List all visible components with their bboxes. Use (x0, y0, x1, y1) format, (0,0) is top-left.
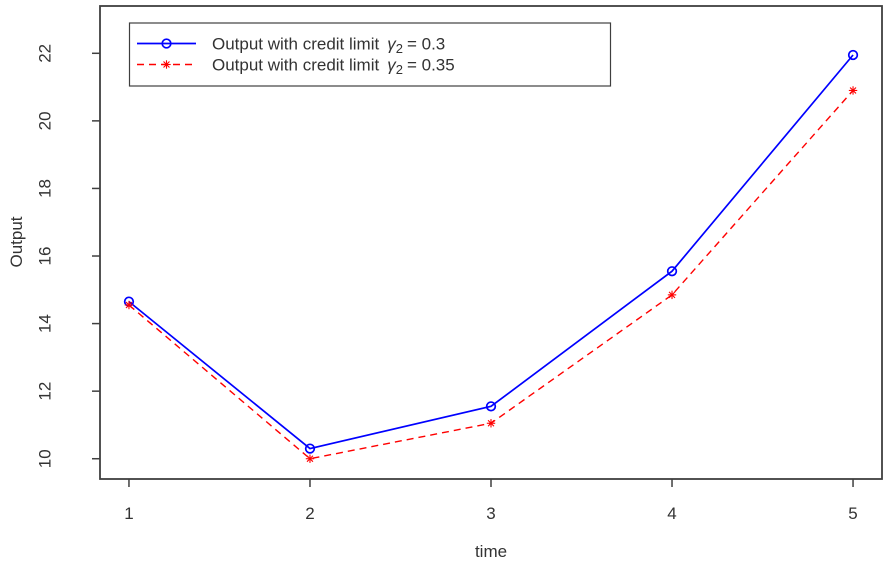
x-axis: 1 2 3 4 5 (124, 479, 858, 523)
plot-border (99, 5, 883, 480)
data-point-marker-star (848, 86, 858, 95)
data-point-marker-circle (847, 49, 859, 61)
data-point-marker-star (667, 290, 677, 300)
y-axis-tick-label: 12 (36, 382, 55, 401)
data-point-marker-circle (485, 401, 497, 412)
x-axis-tick-label: 5 (848, 504, 857, 523)
series-group (123, 49, 859, 463)
legend-label: Output with credit limit γ2 = 0.3 (212, 34, 445, 56)
y-axis-tick-label: 20 (36, 111, 55, 130)
y-axis-tick-label: 22 (36, 44, 55, 63)
data-point-marker-circle (666, 266, 678, 277)
series-line-1 (128, 90, 854, 460)
data-point-marker-star (162, 60, 171, 69)
legend-label: Output with credit limit γ2 = 0.35 (212, 55, 455, 77)
y-axis: 10 12 14 16 18 20 22 (36, 44, 100, 468)
y-axis-tick-label: 18 (36, 179, 55, 198)
legend-item: Output with credit limit γ2 = 0.35 (137, 55, 455, 77)
legend-box (128, 22, 612, 87)
x-axis-tick-label: 4 (667, 504, 676, 523)
data-point-marker-star (486, 419, 496, 428)
x-axis-tick-label: 2 (305, 504, 314, 523)
y-axis-tick-label: 10 (36, 449, 55, 468)
y-axis-tick-label: 14 (36, 314, 55, 333)
series-line-0 (128, 54, 854, 450)
data-point-marker-star (305, 454, 315, 463)
data-point-marker-circle (304, 443, 316, 454)
data-point-marker-star (124, 300, 134, 310)
legend-item: Output with credit limit γ2 = 0.3 (137, 34, 445, 56)
y-axis-tick-label: 16 (36, 247, 55, 266)
x-axis-tick-label: 1 (124, 504, 133, 523)
x-axis-tick-label: 3 (486, 504, 495, 523)
data-point-marker-circle (161, 38, 172, 49)
y-axis-title: Output (7, 216, 26, 267)
x-axis-title: time (475, 542, 507, 561)
